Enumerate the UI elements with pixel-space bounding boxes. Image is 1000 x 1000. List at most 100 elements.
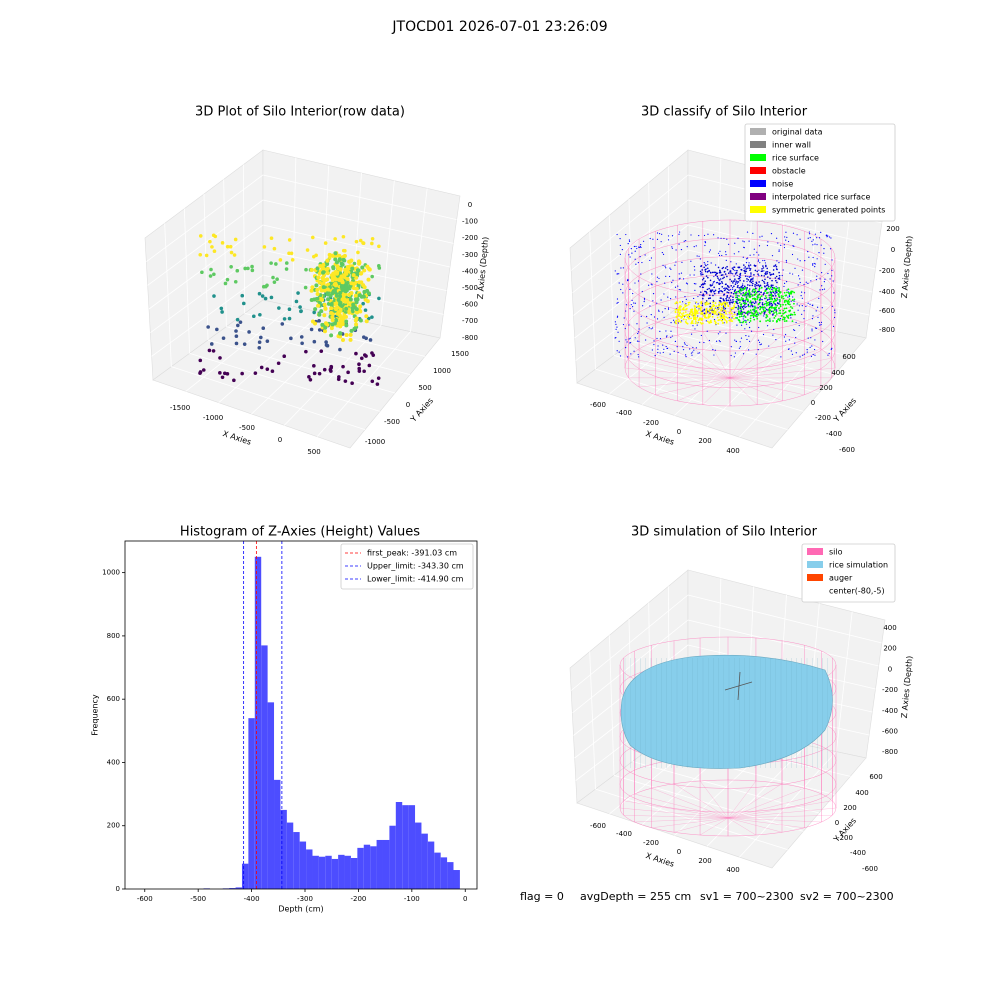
point-cloud [354,307,359,312]
tick-label: -800 [882,748,898,756]
point-cloud [779,312,782,315]
histogram-bar [427,841,435,889]
point-cloud [760,286,763,289]
point-cloud [763,292,765,295]
point-cloud [664,308,666,310]
point-cloud [795,336,797,339]
point-cloud [633,350,635,352]
point-cloud [696,305,699,308]
point-cloud [793,311,796,314]
point-cloud [699,294,701,296]
point-cloud [785,259,787,262]
point-cloud [807,282,809,284]
point-cloud [702,273,704,276]
point-cloud [748,291,751,294]
point-cloud [766,244,769,247]
point-cloud [722,266,725,269]
point-cloud [807,251,809,253]
point-cloud [695,347,697,349]
point-cloud [779,291,782,294]
point-cloud [744,272,746,274]
point-cloud [338,267,343,272]
point-cloud [714,349,716,351]
tick-label: -200 [815,414,831,422]
silo-line [729,377,758,405]
point-cloud [309,327,314,332]
point-cloud [317,280,322,285]
point-cloud [708,321,710,324]
point-cloud [350,309,355,314]
point-cloud [814,327,817,329]
point-cloud [643,299,646,301]
point-cloud [816,237,818,239]
point-cloud [809,303,811,305]
point-cloud [717,237,719,239]
chart-title: 3D Plot of Silo Interior(row data) [195,105,405,120]
point-cloud [801,313,803,315]
point-cloud [616,298,619,300]
point-cloud [698,255,700,257]
point-cloud [801,305,803,307]
point-cloud [656,318,659,320]
point-cloud [332,321,337,326]
point-cloud [653,343,655,346]
point-cloud [761,303,764,306]
point-cloud [713,290,715,293]
point-cloud [707,276,709,279]
histogram-bar [306,849,313,889]
point-cloud [677,285,679,287]
tick-label: 0 [891,246,895,254]
point-cloud [788,296,791,298]
point-cloud [743,264,745,266]
point-cloud [750,330,753,332]
silo-line [624,367,731,379]
point-cloud [745,298,748,301]
point-cloud [706,270,709,273]
point-cloud [376,376,381,380]
point-cloud [337,277,342,282]
point-cloud [775,288,777,291]
point-cloud [357,366,362,371]
point-cloud [819,278,821,280]
tick-label: 200 [886,225,899,233]
tick-label: -600 [590,822,606,830]
point-cloud [772,273,775,275]
point-cloud [234,341,239,346]
point-cloud [792,232,795,234]
point-cloud [737,298,739,300]
point-cloud [718,254,721,257]
point-cloud [776,260,778,262]
point-cloud [708,269,710,272]
histogram-bar [325,855,332,889]
point-cloud [724,301,726,304]
point-cloud [312,339,317,344]
point-cloud [811,240,813,242]
point-cloud [774,308,777,311]
point-cloud [665,330,667,332]
point-cloud [725,254,727,256]
point-cloud [360,265,365,270]
histogram-bar [241,863,249,889]
point-cloud [757,259,760,261]
point-cloud [765,265,767,268]
point-cloud [657,348,659,350]
point-cloud [755,353,757,355]
point-cloud [723,289,726,292]
point-cloud [665,336,668,338]
point-cloud [636,340,639,342]
point-cloud [631,306,634,308]
point-cloud [740,315,743,318]
point-cloud [629,308,631,310]
point-cloud [738,347,741,349]
point-cloud [355,268,360,273]
point-cloud [656,232,659,234]
point-cloud [772,334,774,336]
point-cloud [774,295,777,297]
point-cloud [791,353,794,355]
point-cloud [762,293,765,296]
point-cloud [775,311,778,314]
point-cloud [748,326,751,329]
point-cloud [709,284,712,286]
point-cloud [745,268,747,270]
point-cloud [719,278,722,280]
